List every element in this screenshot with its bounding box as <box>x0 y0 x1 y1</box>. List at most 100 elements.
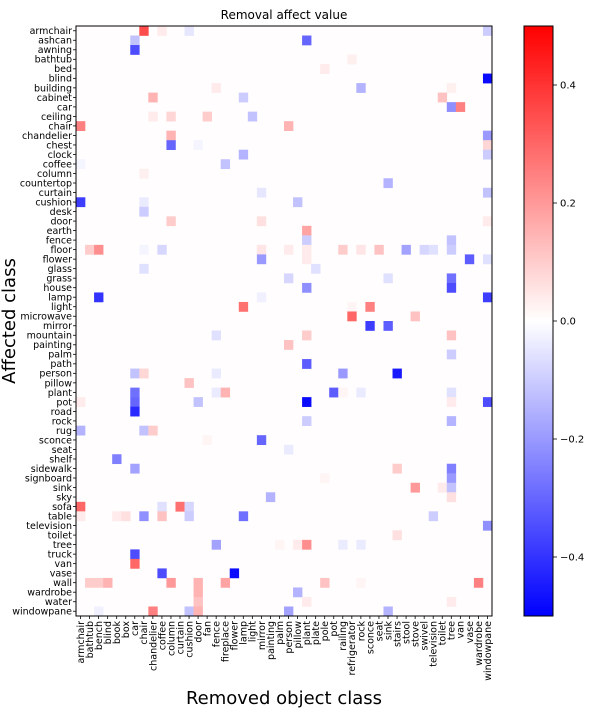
heatmap-cell <box>157 26 167 36</box>
x-tick-label: fence <box>212 621 223 647</box>
heatmap-cell <box>130 387 140 398</box>
y-tick-label: cushion <box>35 197 72 208</box>
y-tick-label: plant <box>48 388 73 399</box>
heatmap-cell <box>428 511 439 522</box>
x-tick-label: person <box>284 621 295 654</box>
heatmap-cell <box>193 397 203 407</box>
heatmap-cell <box>184 26 194 36</box>
heatmap-cell <box>302 359 312 369</box>
heatmap-cell <box>365 321 375 331</box>
y-tick-label: coffee <box>43 159 72 170</box>
heatmap-cell <box>392 463 402 474</box>
y-tick-label: table <box>48 511 72 522</box>
x-tick-label: mirror <box>257 621 268 650</box>
heatmap-cell <box>220 577 231 588</box>
heatmap-cell <box>211 83 221 93</box>
x-tick-label: wardrobe <box>474 621 485 666</box>
heatmap-cell <box>184 606 194 617</box>
heatmap-cell <box>356 539 366 550</box>
heatmap-cell <box>76 197 86 208</box>
heatmap-cell <box>166 130 176 141</box>
x-tick-label: rock <box>356 621 367 642</box>
x-tick-label: fireplace <box>221 621 232 662</box>
x-tick-label: fan <box>203 621 214 636</box>
heatmap-cell <box>338 368 348 379</box>
heatmap-cell <box>139 197 149 208</box>
heatmap-cell <box>139 511 149 522</box>
heatmap-cell <box>94 292 104 303</box>
heatmap-cell <box>302 416 312 426</box>
plot-frame <box>75 25 493 617</box>
heatmap-cell <box>157 568 167 579</box>
heatmap-cell <box>446 235 457 246</box>
heatmap-cell <box>482 130 493 141</box>
x-tick-label: chandelier <box>148 621 159 671</box>
heatmap-cell <box>302 330 312 341</box>
heatmap-cell <box>320 473 330 484</box>
y-tick-label: flower <box>43 255 72 266</box>
x-tick-label: windowpane <box>483 621 494 681</box>
heatmap-cell <box>419 244 429 255</box>
x-tick-label: stool <box>401 621 412 644</box>
y-tick-label: windowpane <box>12 607 72 618</box>
heatmap-cell <box>284 273 294 284</box>
heatmap-cell <box>302 244 312 255</box>
y-tick-label: earth <box>47 226 72 237</box>
heatmap-cell <box>437 92 448 103</box>
y-tick-label: clock <box>48 150 73 161</box>
heatmap-cell <box>482 397 493 407</box>
heatmap-cell <box>302 539 312 550</box>
heatmap-cell <box>437 482 448 493</box>
heatmap-cell <box>410 482 420 493</box>
x-tick-label: flower <box>230 621 241 650</box>
heatmap-cell <box>329 387 339 398</box>
y-tick-label: desk <box>50 207 73 218</box>
x-tick-label: plate <box>311 621 322 645</box>
heatmap-cell <box>193 606 203 617</box>
heatmap-cell <box>193 140 203 151</box>
heatmap-cell <box>112 454 122 465</box>
heatmap-cell <box>401 244 411 255</box>
heatmap-cell <box>193 577 203 588</box>
heatmap-cell <box>356 387 366 398</box>
heatmap-cell <box>482 26 493 36</box>
heatmap-cell <box>284 444 294 455</box>
heatmap-cell <box>383 321 393 331</box>
heatmap-cell <box>166 577 176 588</box>
y-tick-label: palm <box>48 350 72 361</box>
heatmap-cell <box>238 92 249 103</box>
x-tick-label: television <box>429 621 440 667</box>
heatmap-cell <box>302 225 312 236</box>
y-tick-label: wall <box>53 578 72 589</box>
chart-title: Removal affect value <box>221 8 348 22</box>
y-tick-labels: armchairashcanawningbathtubbedblindbuild… <box>12 26 76 618</box>
heatmap-cell <box>85 244 95 255</box>
heatmap-cell <box>103 577 113 588</box>
y-tick-label: column <box>37 169 72 180</box>
x-tick-label: armchair <box>76 621 87 664</box>
heatmap-cell <box>211 368 221 379</box>
colorbar-tick-label: 0.0 <box>560 317 576 328</box>
y-tick-label: glass <box>48 264 72 275</box>
heatmap-cell <box>302 235 312 246</box>
y-tick-label: countertop <box>20 178 72 189</box>
heatmap-cell <box>446 416 457 426</box>
heatmap-cell <box>148 425 158 436</box>
y-tick-label: lamp <box>48 293 72 304</box>
heatmap-cell <box>166 140 176 151</box>
heatmap-cell <box>446 83 457 93</box>
heatmap-cell <box>166 216 176 227</box>
y-tick-label: bed <box>54 64 72 75</box>
x-tick-label: stove <box>411 621 422 647</box>
heatmap-cell <box>446 463 457 474</box>
heatmap-cell <box>482 73 493 84</box>
y-tick-label: person <box>39 369 72 380</box>
y-tick-label: wardrobe <box>27 588 72 599</box>
heatmap-cell <box>130 463 140 474</box>
heatmap-cell <box>320 577 330 588</box>
heatmap-cell <box>238 511 249 522</box>
heatmap-cell <box>94 606 104 617</box>
y-tick-label: door <box>50 216 72 227</box>
heatmap-cell <box>320 64 330 74</box>
heatmap-cell <box>482 149 493 160</box>
